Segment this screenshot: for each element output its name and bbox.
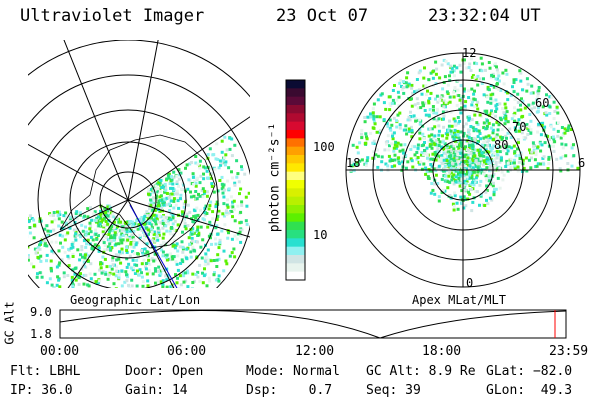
colorbar-swatch — [286, 105, 305, 114]
colorbar-swatch — [286, 255, 305, 264]
ytick-9: 9.0 — [30, 305, 52, 319]
altitude-plot — [59, 309, 567, 339]
right-aurora-image — [349, 56, 580, 213]
colorbar-tick-100: 100 — [313, 140, 335, 154]
colorbar-swatch — [286, 188, 305, 198]
lat-80: 80 — [494, 138, 509, 152]
time: 23:32:04 UT — [428, 6, 541, 26]
colorbar-swatch — [286, 205, 305, 214]
mlt-18: 18 — [346, 156, 361, 170]
dsp: Dsp: 0.7 — [246, 383, 333, 398]
colorbar-swatch — [286, 96, 305, 106]
xtick: 18:00 — [422, 344, 462, 359]
ytick-1.8: 1.8 — [30, 327, 52, 341]
colorbar-swatch — [286, 138, 305, 148]
gc-alt: GC Alt: 8.9 Re — [366, 364, 476, 379]
lat-60: 60 — [535, 96, 550, 110]
xtick: 12:00 — [295, 344, 335, 359]
colorbar-swatch — [286, 238, 305, 248]
colorbar-swatch — [286, 246, 305, 256]
glon: GLon: 49.3 — [486, 383, 573, 398]
right-map-label: Apex MLat/MLT — [412, 293, 506, 307]
mlt-6: 6 — [578, 156, 586, 170]
colorbar-swatch — [286, 171, 305, 181]
colorbar-swatch — [286, 230, 305, 239]
geographic-map — [28, 40, 250, 288]
colorbar-swatch — [286, 130, 305, 139]
colorbar-swatch — [286, 113, 305, 123]
glat: GLat: −82.0 — [486, 364, 573, 379]
colorbar-swatch — [286, 271, 305, 281]
colorbar-swatch — [286, 88, 305, 98]
mode: Mode: Normal — [246, 364, 340, 379]
xtick: 23:59 — [549, 344, 589, 359]
colorbar — [285, 79, 306, 281]
colorbar-tick-10: 10 — [313, 228, 328, 242]
title: Ultraviolet Imager — [20, 6, 205, 26]
xtick: 06:00 — [167, 344, 207, 359]
colorbar-swatch — [286, 180, 305, 189]
lat-70: 70 — [512, 120, 527, 134]
colorbar-swatch — [286, 196, 305, 206]
filter: Flt: LBHL — [10, 364, 81, 379]
colorbar-swatch — [286, 155, 305, 164]
colorbar-swatch — [286, 221, 305, 231]
colorbar-swatch — [286, 163, 305, 173]
xtick: 00:00 — [40, 344, 80, 359]
date: 23 Oct 07 — [276, 6, 369, 26]
door: Door: Open — [125, 364, 204, 379]
colorbar-swatch — [286, 121, 305, 131]
colorbar-swatch — [286, 146, 305, 156]
apex-polar-map — [345, 52, 581, 288]
ip: IP: 36.0 — [10, 383, 73, 398]
colorbar-swatch — [286, 263, 305, 273]
alt-ylabel: GC Alt — [2, 301, 17, 345]
colorbar-frame — [285, 79, 306, 281]
seq: Seq: 39 — [366, 383, 421, 398]
mlt-0: 0 — [466, 276, 474, 290]
antarctica-coastline — [59, 134, 216, 249]
colorbar-swatch — [286, 80, 305, 89]
gain: Gain: 14 — [125, 383, 188, 398]
left-map-label: Geographic Lat/Lon — [70, 293, 201, 307]
colorbar-swatch — [286, 213, 305, 223]
colorbar-unit: photon cm⁻²s⁻¹ — [267, 122, 283, 233]
mlt-12: 12 — [462, 46, 477, 60]
